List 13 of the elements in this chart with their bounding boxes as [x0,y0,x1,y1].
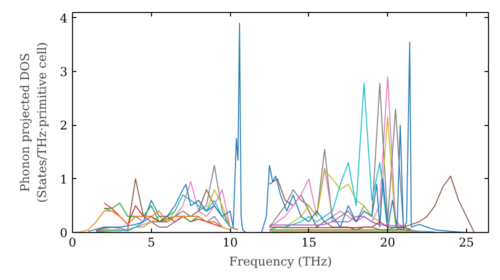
x-tick-label: 5 [147,236,156,250]
y-tick-label: 3 [60,65,68,80]
x-tick-label: 25 [458,236,474,250]
x-axis-title: Frequency (THz) [229,254,332,268]
y-axis-title: Phonon projected DOS (States/THz·primitive cell) [18,42,49,203]
y-tick-label: 4 [60,11,68,26]
x-tick-label: 15 [301,236,317,250]
y-tick-label: 1 [60,172,68,186]
y-tick-label: 2 [60,118,68,133]
x-tick-label: 20 [380,236,396,250]
x-tick-label: 0 [68,236,76,250]
y-tick-label: 0 [60,226,68,240]
x-tick-label: 10 [222,236,238,250]
